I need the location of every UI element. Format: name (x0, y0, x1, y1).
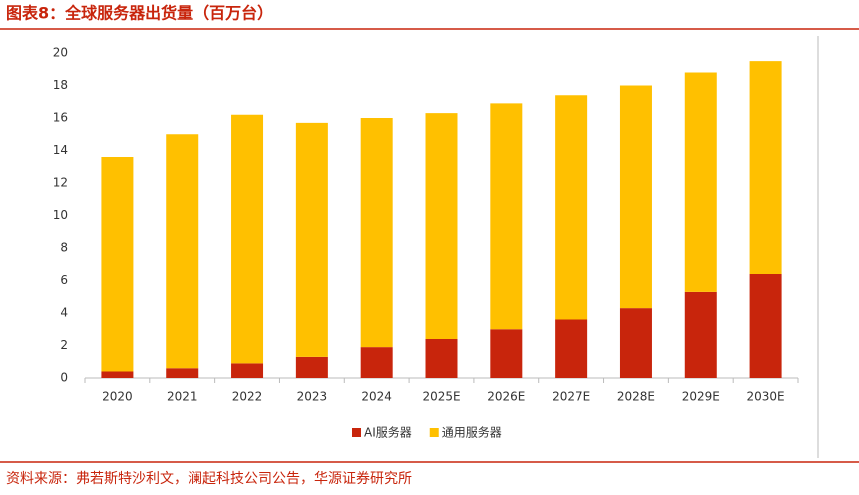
bar-segment (360, 347, 393, 378)
y-tick-label: 0 (60, 371, 68, 385)
y-tick-label: 14 (53, 143, 68, 157)
y-tick-label: 4 (60, 306, 68, 320)
bar-segment (360, 118, 393, 348)
bar-segment (684, 72, 717, 292)
bar-segment (231, 114, 264, 364)
x-tick-label: 2026E (487, 390, 525, 404)
bar-segment (295, 122, 328, 357)
x-tick-label: 2020 (102, 390, 133, 404)
bar-segment (295, 356, 328, 378)
x-tick-label: 2023 (297, 390, 328, 404)
bar-segment (425, 339, 458, 378)
x-tick-label: 2024 (361, 390, 392, 404)
bar-segment (555, 319, 588, 378)
x-tick-label: 2030E (747, 390, 785, 404)
source-note: 资料来源：弗若斯特沙利文，澜起科技公司公告，华源证券研究所 (6, 471, 412, 487)
bar-segment (231, 363, 264, 378)
y-tick-label: 10 (53, 208, 68, 222)
x-tick-label: 2022 (232, 390, 263, 404)
bar-segment (619, 308, 652, 378)
y-tick-label: 6 (60, 273, 68, 287)
bar-segment (619, 85, 652, 309)
y-tick-label: 2 (60, 338, 68, 352)
y-tick-label: 18 (53, 78, 68, 92)
bar-segment (166, 134, 199, 369)
bar-segment (749, 274, 782, 378)
bar-segment (490, 103, 523, 330)
bar-segment (101, 157, 134, 372)
y-tick-label: 12 (53, 176, 68, 190)
bar-segment (749, 61, 782, 274)
x-tick-label: 2027E (552, 390, 590, 404)
legend-swatch (429, 428, 439, 437)
x-tick-label: 2029E (682, 390, 720, 404)
legend-label: AI服务器 (364, 425, 412, 440)
bar-segment (684, 291, 717, 378)
x-tick-label: 2021 (167, 390, 198, 404)
bar-segment (490, 329, 523, 378)
bar-segment (425, 113, 458, 339)
bar-segment (166, 368, 199, 378)
y-tick-label: 20 (53, 46, 68, 60)
legend-label: 通用服务器 (442, 425, 502, 440)
y-tick-label: 8 (60, 241, 68, 255)
y-tick-label: 16 (53, 111, 68, 125)
bar-segment (555, 95, 588, 320)
bar-segment (101, 371, 134, 378)
x-tick-label: 2025E (422, 390, 460, 404)
chart-title: 图表8：全球服务器出货量（百万台） (6, 4, 273, 23)
x-tick-label: 2028E (617, 390, 655, 404)
legend-swatch (352, 428, 361, 437)
